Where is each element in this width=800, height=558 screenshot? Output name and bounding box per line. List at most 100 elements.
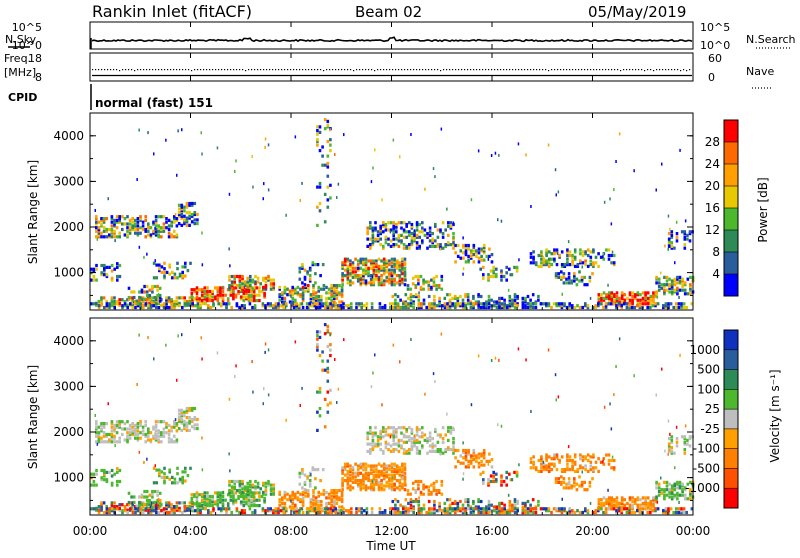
power-cell [323,284,326,287]
velocity-cell [496,511,499,514]
power-cell [201,299,204,302]
velocity-cell [166,476,169,479]
velocity-cell [251,511,254,514]
power-cell [281,291,284,294]
freq-dot [143,69,144,70]
freq-dot [410,69,411,70]
freq-dot [533,69,534,70]
velocity-cell [470,511,473,514]
power-cell [386,269,389,272]
power-cell [194,304,197,307]
velocity-cell [116,480,119,483]
power-cell [576,283,579,286]
freq-dot [455,69,456,70]
freq-dot [524,69,525,70]
velocity-cell [570,484,573,487]
velocity-cell [391,470,394,473]
power-cell [181,296,184,299]
power-cell [401,263,404,266]
velocity-cell [672,511,675,514]
velocity-cell [412,507,415,510]
power-cell [482,266,485,269]
velocity-cell [319,511,322,514]
velocity-cell [600,507,603,510]
velocity-cell [106,471,109,474]
power-cell [527,306,530,309]
power-cell [352,281,355,284]
velocity-cell [328,502,331,505]
power-cell [144,235,147,238]
velocity-cell [535,507,538,510]
power-cell [391,278,394,281]
velocity-cell [400,426,403,429]
velocity-cell [111,501,114,504]
velocity-cell [408,452,411,455]
velocity-cell [191,497,194,500]
power-cell [231,280,234,283]
power-cell [470,302,473,305]
velocity-cell [407,493,410,496]
freq-dot [650,69,651,70]
velocity-cell [382,435,385,438]
velocity-cell [415,480,418,483]
power-cell [103,217,106,220]
velocity-cell [490,474,493,477]
power-cell [224,294,227,297]
cpid-value: normal (fast) 151 [95,96,213,110]
power-cell [438,297,441,300]
velocity-cell [390,435,392,438]
power-cell [143,256,145,259]
velocity-cell [457,449,460,452]
velocity-cell [329,389,332,392]
freq-dot [227,69,228,70]
power-cell [542,302,545,305]
velocity-cell [108,433,111,436]
velocity-cell [571,509,574,512]
velocity-cell [425,511,428,514]
power-cell [392,243,395,246]
power-cell [299,278,302,281]
y-tick-label: 2000 [53,220,84,234]
velocity-cell [222,495,225,498]
power-cell [228,302,231,305]
power-cell [161,265,164,268]
power-cell [495,273,498,276]
velocity-cell [347,509,350,512]
power-cell [671,234,674,237]
velocity-cell [454,500,457,503]
power-cell [320,295,323,298]
velocity-cell [163,472,166,475]
power-cell [557,272,560,275]
velocity-cell [602,511,605,514]
power-cell [295,302,298,305]
freq-dot [515,69,516,70]
power-cell [280,304,283,307]
power-cell [116,302,119,305]
velocity-cell [563,481,566,484]
power-cell [186,302,189,305]
power-cell [334,153,336,156]
power-cell [483,306,486,309]
power-cell [155,306,158,309]
power-cell [306,302,309,305]
velocity-cell [111,420,114,423]
velocity-cell [237,495,240,498]
power-cell [398,221,401,224]
colorbar-tick-label: 1000 [689,343,720,357]
velocity-cell [416,452,419,455]
power-cell [584,302,587,305]
velocity-cell [629,496,632,499]
velocity-cell [657,501,659,504]
power-cell [173,304,176,307]
power-cell [309,274,312,277]
station-title: Rankin Inlet (fitACF) [92,2,252,21]
power-cell [330,299,333,302]
velocity-cell [529,504,532,507]
power-cell [347,281,350,284]
power-cell [138,290,141,293]
power-cell [387,228,390,231]
velocity-cell [465,454,468,457]
power-cell [360,258,363,261]
velocity-cell [147,435,150,438]
velocity-cell [349,464,352,467]
